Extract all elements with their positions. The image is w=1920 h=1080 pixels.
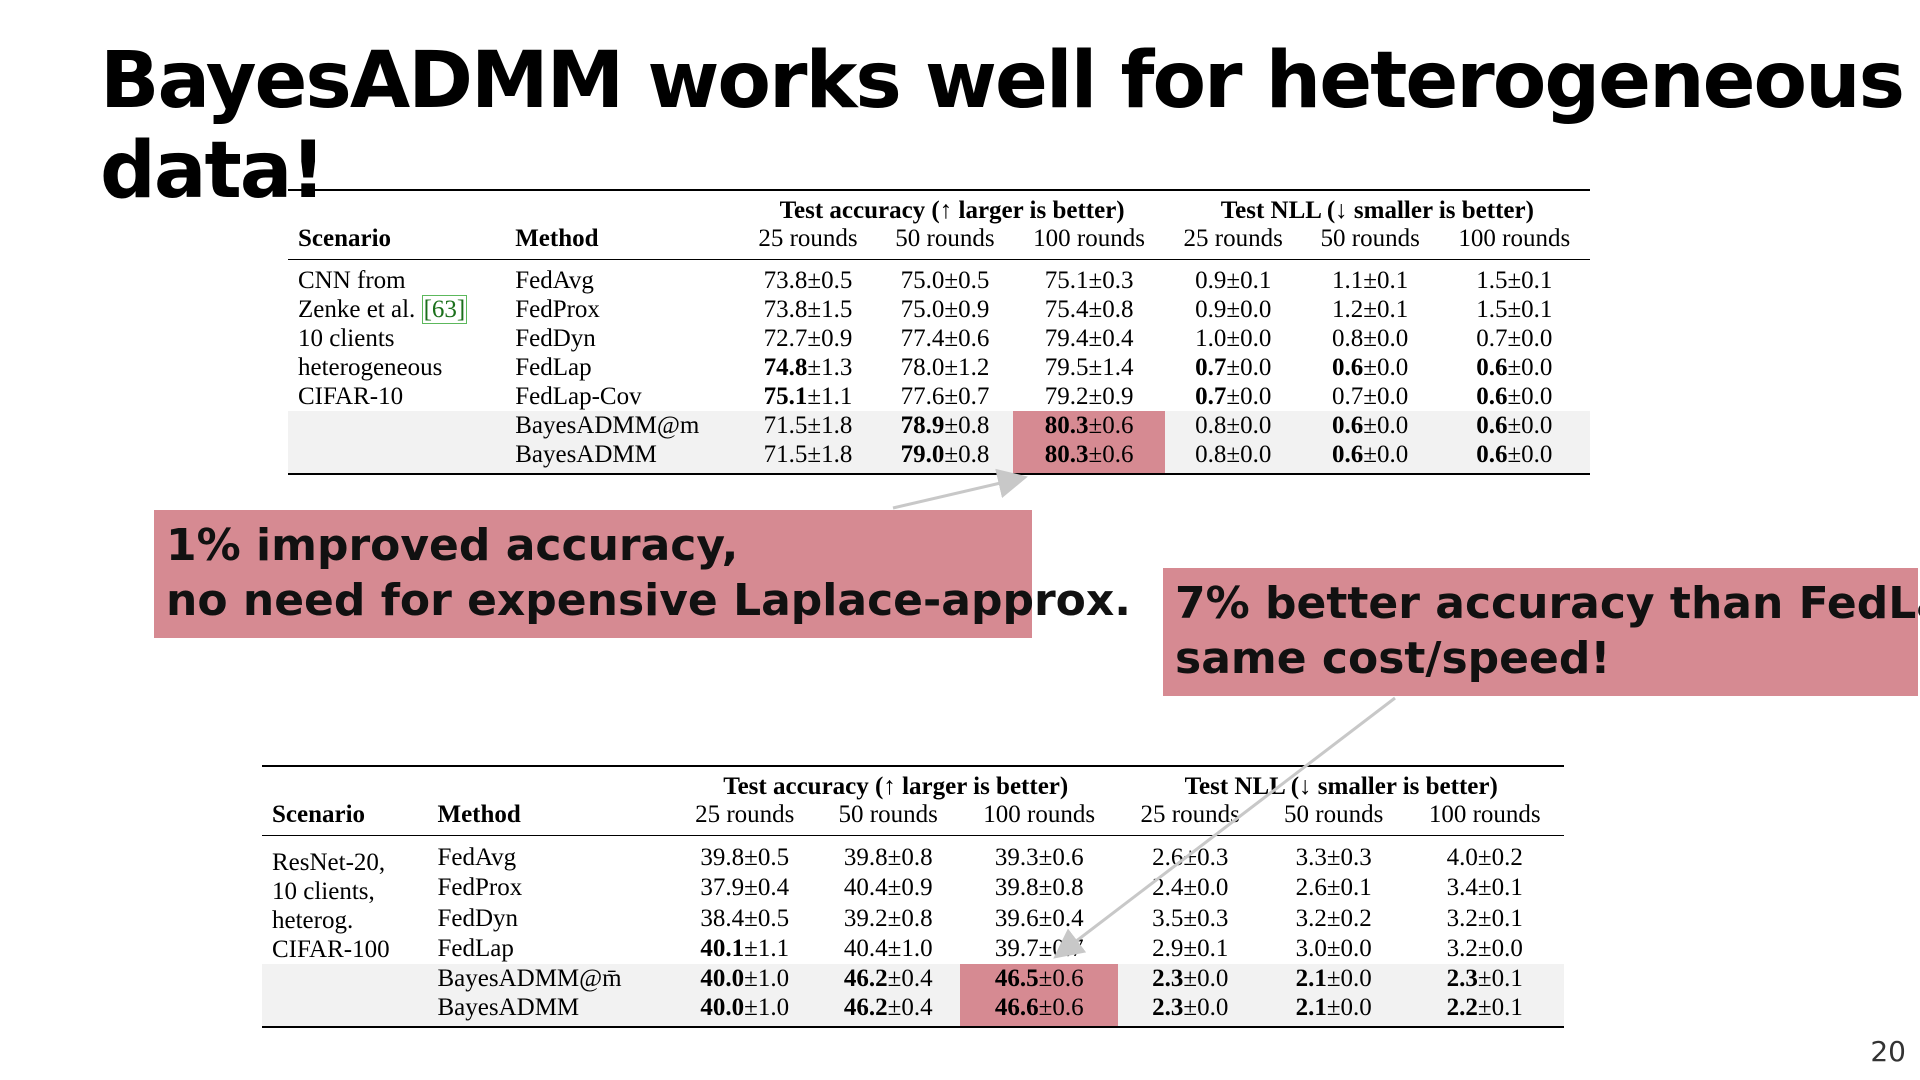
table-row: FedProx 73.8±1.5 75.0±0.9 75.4±0.8 0.9±0… (515, 296, 1553, 323)
slide-title: BayesADMM works well for heterogeneous d… (100, 36, 1905, 216)
arrow-to-table2-cell (1053, 696, 1396, 959)
callout-better-than-fedlap: 7% better accuracy than FedLap same cost… (1163, 568, 1920, 696)
table-row: FedLap-Cov 75.1±1.1 77.6±0.7 79.2±0.9 0.… (515, 383, 1553, 410)
nll-25-rounds-header: 25 rounds (1140, 801, 1240, 828)
method-header: Method (437, 801, 521, 828)
table-row: CNN from Zenke et al. [63] 10 clients he… (288, 260, 1590, 410)
highlighted-cell: 46.5±0.6 (959, 964, 1119, 993)
acc-100-rounds-header: 100 rounds (1033, 225, 1145, 252)
table-row: FedLap 74.8±1.3 78.0±1.2 79.5±1.4 0.7±0.… (515, 354, 1553, 381)
acc-25-rounds-header: 25 rounds (758, 225, 858, 252)
nll-group-header: Test NLL (↓ smaller is better) (1184, 773, 1498, 800)
table-row: BayesADMM 71.5±1.8 79.0±0.8 80.3±0.6 0.8… (288, 440, 1590, 474)
acc-25-rounds-header: 25 rounds (695, 801, 795, 828)
scenario-cell: CNN from Zenke et al. [63] 10 clients he… (298, 267, 468, 410)
accuracy-group-header: Test accuracy (↑ larger is better) (779, 197, 1125, 224)
citation-link[interactable]: [63] (421, 295, 468, 324)
table-row: FedDyn 72.7±0.9 77.4±0.6 79.4±0.4 1.0±0.… (515, 325, 1553, 352)
highlighted-cell: 46.6±0.6 (959, 993, 1119, 1027)
accuracy-group-header: Test accuracy (↑ larger is better) (723, 773, 1069, 800)
table-row: FedLap 40.1±1.1 40.4±1.0 39.7±0.7 2.9±0.… (437, 935, 1523, 963)
table-row: BayesADMM@m̄ 40.0±1.0 46.2±0.4 46.5±0.6 … (262, 964, 1564, 993)
scenario-cell: ResNet-20, 10 clients, heterog. CIFAR-10… (272, 849, 390, 963)
highlighted-cell: 80.3±0.6 (1013, 411, 1165, 440)
nll-group-header: Test NLL (↓ smaller is better) (1220, 197, 1534, 224)
arrow-to-table1-cell (892, 468, 1028, 510)
results-table-cifar100: Test accuracy (↑ larger is better) Test … (262, 765, 1564, 1028)
table-row: FedDyn 38.4±0.5 39.2±0.8 39.6±0.4 3.5±0.… (437, 904, 1523, 932)
nll-50-rounds-header: 50 rounds (1320, 225, 1420, 252)
results-table-cifar10: Test accuracy (↑ larger is better) Test … (288, 189, 1590, 475)
table-row: BayesADMM 40.0±1.0 46.2±0.4 46.6±0.6 2.3… (262, 993, 1564, 1027)
table-row: FedProx 37.9±0.4 40.4±0.9 39.8±0.8 2.4±0… (437, 874, 1523, 902)
nll-25-rounds-header: 25 rounds (1183, 225, 1283, 252)
nll-100-rounds-header: 100 rounds (1458, 225, 1571, 252)
highlighted-cell: 80.3±0.6 (1013, 440, 1165, 474)
acc-100-rounds-header: 100 rounds (983, 801, 1096, 828)
table-row: ResNet-20, 10 clients, heterog. CIFAR-10… (262, 836, 1564, 963)
page-number: 20 (1870, 1035, 1906, 1068)
scenario-header: Scenario (272, 801, 366, 828)
table-row: BayesADMM@m 71.5±1.8 78.9±0.8 80.3±0.6 0… (288, 411, 1590, 440)
method-header: Method (515, 225, 599, 252)
nll-100-rounds-header: 100 rounds (1428, 801, 1541, 828)
acc-50-rounds-header: 50 rounds (838, 801, 938, 828)
callout-improved-accuracy: 1% improved accuracy, no need for expens… (154, 510, 1131, 638)
nll-50-rounds-header: 50 rounds (1284, 801, 1384, 828)
scenario-header: Scenario (298, 225, 392, 252)
acc-50-rounds-header: 50 rounds (895, 225, 995, 252)
